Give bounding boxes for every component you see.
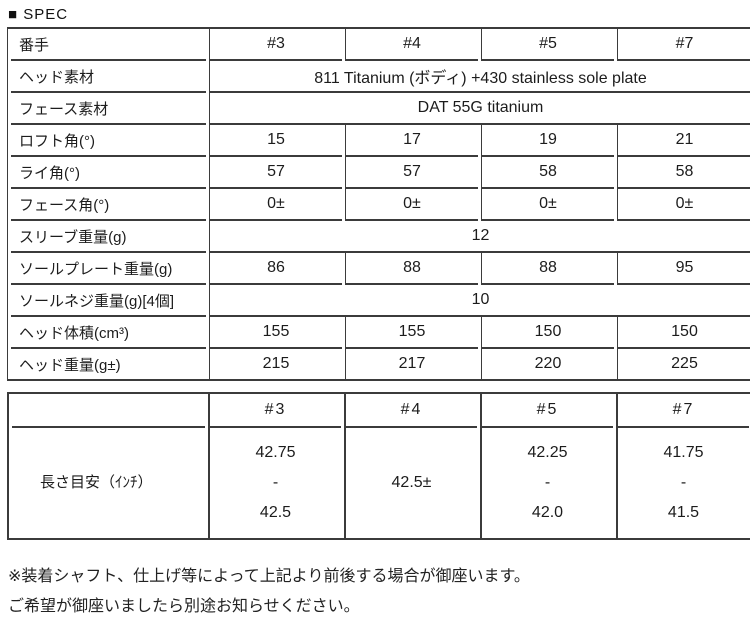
cell-value: 57 [345,157,478,189]
row-span-value: 10 [209,285,750,317]
length-header-col-7: #7 [616,394,749,428]
row-label: ソールプレート重量(g) [11,253,206,285]
length-cell-7: 41.75 - 41.5 [616,428,749,538]
length-line: 42.25 [527,444,568,461]
cell-value: 15 [209,125,342,157]
cell-value: 155 [209,317,342,349]
footer-notes: ※装着シャフト、仕上げ等によって上記より前後する場合が御座います。 ご希望が御座… [8,562,750,622]
cell-value: 88 [345,253,478,285]
length-header-empty [12,394,205,428]
cell-value: 17 [345,125,478,157]
length-line: 42.75 [255,444,296,461]
cell-value: 217 [345,349,478,379]
row-label: フェース素材 [11,93,206,125]
table-row-head-material: ヘッド素材 811 Titanium (ボディ) +430 stainless … [11,61,750,93]
note-line-1: ※装着シャフト、仕上げ等によって上記より前後する場合が御座います。 [8,568,530,585]
row-label: ロフト角(°) [11,125,206,157]
table-row-lie: ライ角(°) 57 57 58 58 [11,157,750,189]
cell-value: 88 [481,253,614,285]
page-title: ■ SPEC [8,6,69,23]
length-line: - [544,474,551,491]
cell-value: 155 [345,317,478,349]
cell-value: 0± [481,189,614,221]
row-label: フェース角(°) [11,189,206,221]
cell-value: 58 [481,157,614,189]
length-header-col-4: #4 [344,394,477,428]
length-table: #3 #4 #5 #7 長さ目安（ｲﾝﾁ） 42.75 - 42.5 42.5±… [7,392,750,540]
length-line: - [272,474,279,491]
cell-value: 0± [345,189,478,221]
spec-header-col-4: #4 [345,29,478,61]
row-label: 長さ目安（ｲﾝﾁ） [40,474,153,491]
cell-value: 225 [617,349,750,379]
row-label: ヘッド重量(g±) [19,356,121,374]
table-row-soleplate-weight: ソールプレート重量(g) 86 88 88 95 [11,253,750,285]
length-line: 41.5 [667,504,700,521]
table-row-face-angle: フェース角(°) 0± 0± 0± 0± [11,189,750,221]
cell-value: 0± [209,189,342,221]
cell-value: 150 [481,317,614,349]
row-label: ライ角(°) [11,157,206,189]
length-line: 42.5± [391,474,432,491]
cell-value: 0± [617,189,750,221]
table-row-face-material: フェース素材 DAT 55G titanium [11,93,750,125]
row-label: ヘッド体積(cm³) [11,317,206,349]
length-cell-4: 42.5± [344,428,477,538]
cell-value: 58 [617,157,750,189]
length-line: - [680,474,687,491]
spec-header-label: 番手 [11,29,206,61]
cell-value: 95 [617,253,750,285]
cell-value: 86 [209,253,342,285]
spec-header-col-3: #3 [209,29,342,61]
length-cell-3: 42.75 - 42.5 [208,428,341,538]
table-row-sleeve-weight: スリーブ重量(g) 12 [11,221,750,253]
length-line: 42.5 [259,504,292,521]
row-span-value: DAT 55G titanium [209,93,750,125]
spec-header-row: 番手 #3 #4 #5 #7 [11,29,750,61]
cell-value: 150 [617,317,750,349]
cell-value: 220 [481,349,614,379]
table-row-length: 長さ目安（ｲﾝﾁ） 42.75 - 42.5 42.5± 42.25 - 42.… [12,428,749,538]
table-row-head-weight: ヘッド重量(g±) 215 217 220 225 [11,349,750,379]
row-label: ヘッド素材 [11,61,206,93]
row-span-value: 811 Titanium (ボディ) +430 stainless sole p… [209,61,750,93]
cell-value: 215 [209,349,342,379]
row-label: ソールネジ重量(g)[4個] [11,285,206,317]
length-header-row: #3 #4 #5 #7 [12,394,749,428]
note-line-2: ご希望が御座いましたら別途お知らせください。 [8,598,360,615]
spec-table: 番手 #3 #4 #5 #7 ヘッド素材 811 Titanium (ボディ) … [7,27,750,381]
length-header-col-5: #5 [480,394,613,428]
row-label: スリーブ重量(g) [11,221,206,253]
length-line: 41.75 [663,444,704,461]
table-row-loft: ロフト角(°) 15 17 19 21 [11,125,750,157]
spec-header-col-7: #7 [617,29,750,61]
table-row-head-volume: ヘッド体積(cm³) 155 155 150 150 [11,317,750,349]
length-cell-5: 42.25 - 42.0 [480,428,613,538]
cell-value: 57 [209,157,342,189]
table-row-sole-screw-weight: ソールネジ重量(g)[4個] 10 [11,285,750,317]
cell-value: 19 [481,125,614,157]
row-span-value: 12 [209,221,750,253]
cell-value: 21 [617,125,750,157]
spec-header-col-5: #5 [481,29,614,61]
length-line: 42.0 [531,504,564,521]
length-header-col-3: #3 [208,394,341,428]
